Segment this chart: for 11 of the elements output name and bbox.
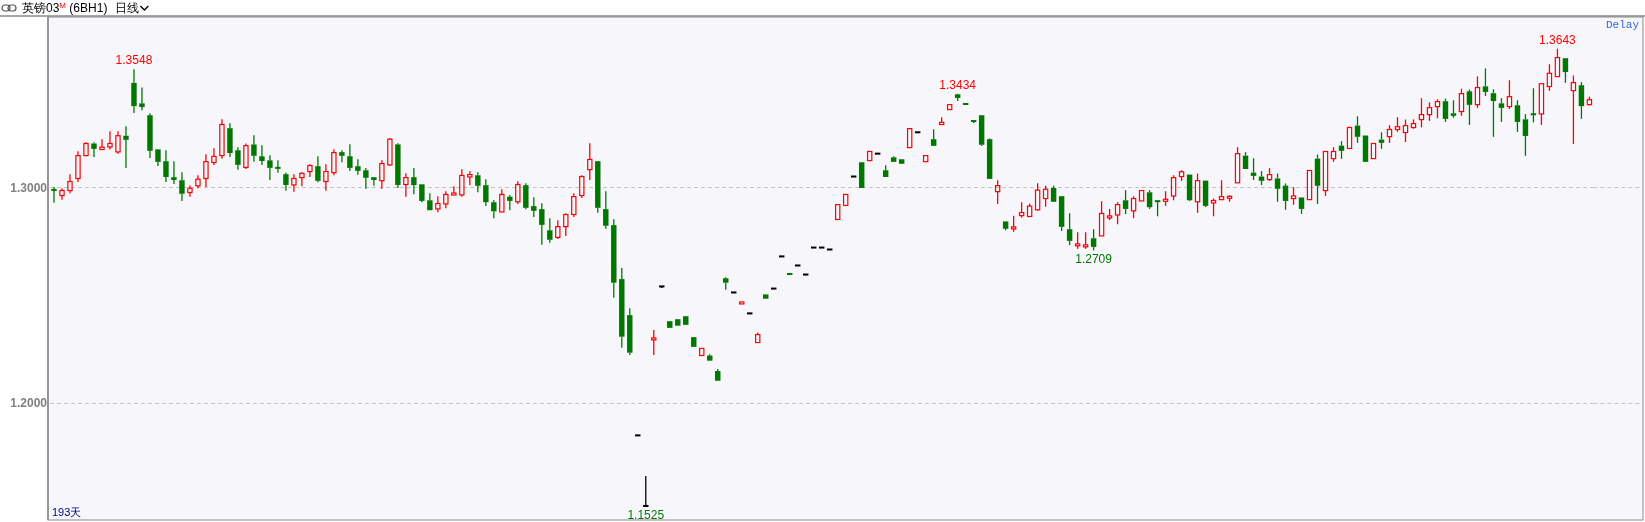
y-tick-label: 1.3000 xyxy=(10,180,48,195)
chart-subtitle: 日线 xyxy=(115,1,140,15)
annotation: 1.3548 xyxy=(115,53,153,68)
chart-title: 英镑03$^{M}$ (6BH1) xyxy=(22,0,108,15)
text: Delay xyxy=(1605,19,1640,31)
annotation: 1.3643 xyxy=(1539,32,1577,47)
annotation: 1.3434 xyxy=(939,77,977,92)
annotation: 1.1525 xyxy=(627,507,665,522)
annotation: 193天 xyxy=(52,506,82,518)
y-tick-label: 1.2000 xyxy=(10,396,48,411)
annotation: 1.2709 xyxy=(1075,252,1113,267)
